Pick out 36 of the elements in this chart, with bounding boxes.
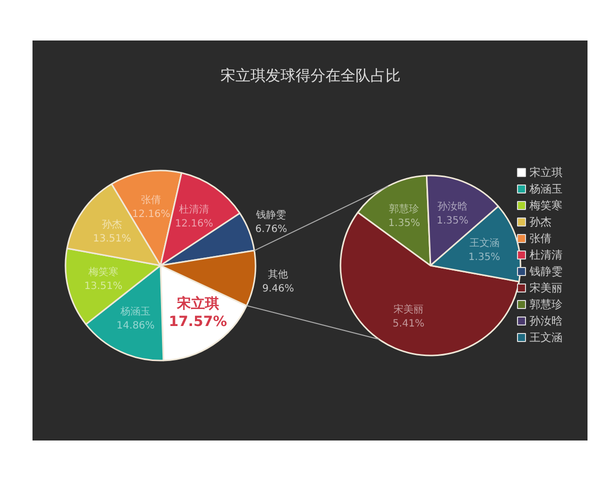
slice-label: 其他: [268, 268, 288, 280]
slice-label: 孙杰: [102, 218, 122, 230]
data-label: 9.46%: [262, 283, 294, 294]
legend-label: 宋美丽: [530, 282, 562, 294]
data-label: 12.16%: [132, 208, 170, 220]
data-label: 6.76%: [255, 224, 288, 235]
data-label: 1.35%: [468, 252, 500, 264]
data-label: 1.35%: [388, 218, 420, 229]
data-label: 17.57%: [168, 314, 228, 330]
legend-label: 杨涵玉: [528, 182, 562, 196]
legend-label: 杜清清: [530, 248, 562, 262]
legend-label: 王文涵: [530, 331, 562, 344]
slice-label: 宋立琪: [176, 295, 219, 312]
slice-label: 郭慧珍: [389, 202, 420, 215]
data-label: 12.16%: [174, 218, 214, 230]
legend-label: 梅笑寒: [528, 199, 562, 212]
legend-label: 宋立琪: [530, 166, 562, 179]
slice-label: 杜清清: [179, 204, 210, 216]
slice-label: 杨涵玉: [120, 305, 151, 318]
slice-label: 梅笑寒: [87, 266, 118, 278]
slice-label: 张倩: [141, 194, 162, 206]
legend-label: 张倩: [530, 232, 552, 245]
slice-label: 王文涵: [469, 237, 500, 250]
slice-label: 宋美丽: [393, 303, 424, 316]
chart-title: 宋立琪发球得分在全队占比: [220, 66, 400, 84]
data-label: 14.86%: [116, 320, 155, 332]
slice-label: 钱静雯: [255, 209, 286, 221]
legend-label: 孙杰: [530, 216, 552, 228]
slice-label: 孙汝晗: [438, 200, 468, 213]
data-label: 5.41%: [392, 318, 424, 330]
data-label: 13.51%: [84, 281, 122, 292]
data-label: 1.35%: [436, 216, 468, 227]
legend-label: 郭慧珍: [530, 298, 562, 311]
data-label: 13.51%: [93, 233, 132, 244]
legend-label: 钱静雯: [528, 265, 562, 278]
legend-label: 孙汝晗: [530, 314, 562, 328]
